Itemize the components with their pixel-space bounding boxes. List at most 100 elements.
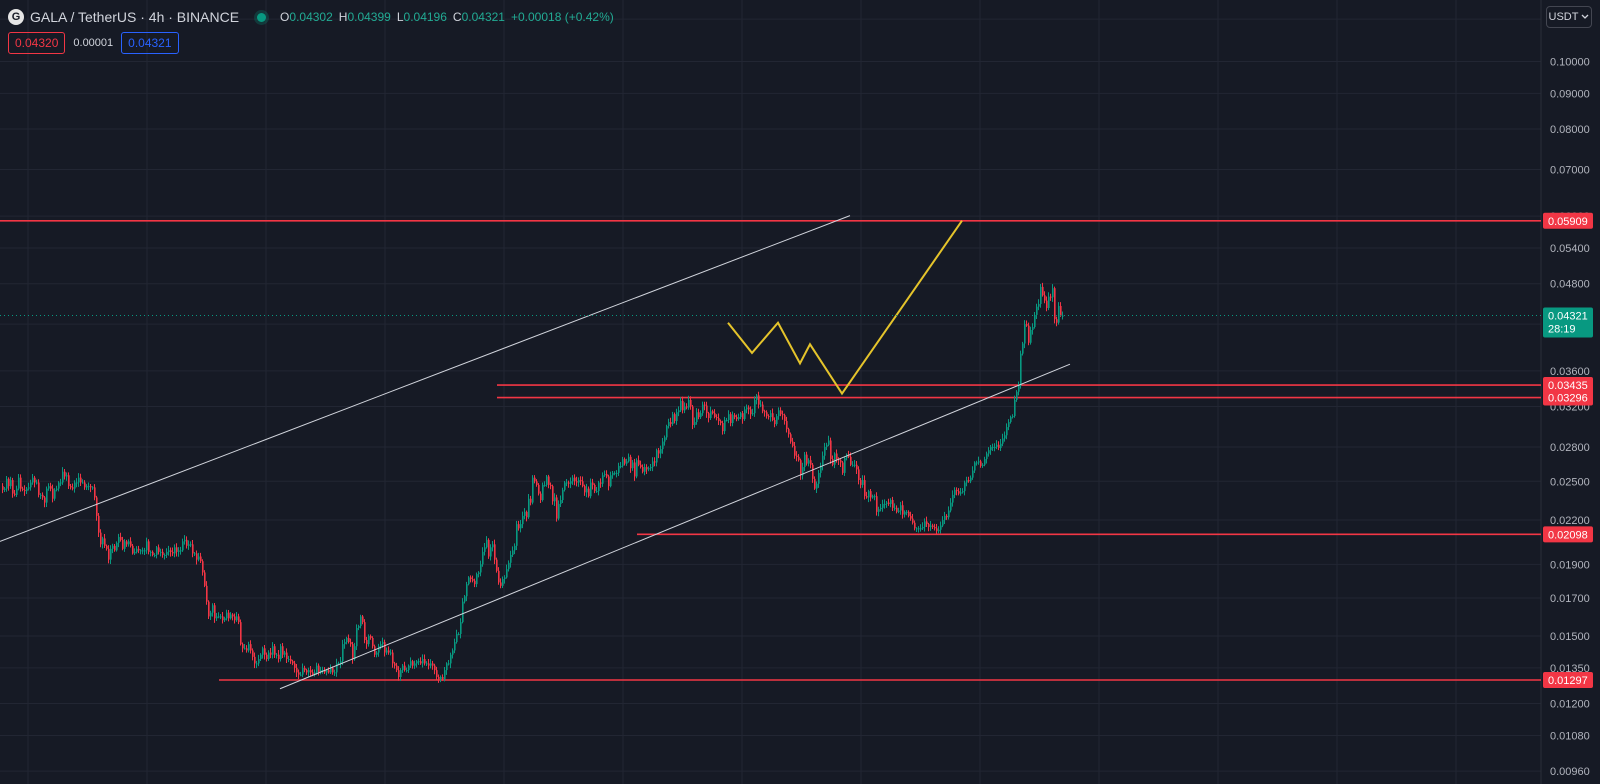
candle-body	[180, 550, 182, 552]
symbol-title[interactable]: GALA / TetherUS · 4h · BINANCE	[30, 9, 240, 25]
candle-body	[166, 551, 168, 555]
candle-body	[552, 486, 554, 502]
candle-body	[300, 674, 302, 676]
candle-body	[562, 489, 564, 501]
candle-body	[200, 556, 202, 562]
candle-body	[494, 544, 496, 560]
candle-body	[500, 582, 502, 586]
candle-body	[614, 472, 616, 474]
candle-body	[882, 503, 884, 508]
candle-body	[664, 437, 666, 442]
candle-body	[402, 665, 404, 671]
candle-body	[692, 406, 694, 426]
buy-button[interactable]: 0.04321	[121, 32, 179, 54]
candle-body	[1002, 438, 1004, 444]
candle-body	[1030, 329, 1032, 343]
trend-channel[interactable]	[0, 215, 1071, 690]
sell-button[interactable]: 0.04320	[8, 32, 66, 54]
projection-line[interactable]	[727, 220, 963, 396]
projection-path[interactable]	[727, 220, 963, 396]
candle-body	[264, 648, 266, 655]
candle-body	[328, 670, 330, 673]
candle-body	[610, 475, 612, 487]
candle-body	[1006, 427, 1008, 436]
candle-body	[20, 477, 22, 489]
candle-body	[26, 488, 28, 492]
channel-line[interactable]	[279, 363, 1071, 690]
candle-body	[938, 529, 940, 532]
candle-body	[946, 515, 948, 518]
price-axis[interactable]: 0.115000.100000.090000.080000.070000.060…	[1550, 14, 1590, 778]
candle-body	[564, 482, 566, 490]
level-price-label: 0.01297	[1548, 675, 1588, 687]
candle-body	[372, 637, 374, 647]
candle-body	[670, 422, 672, 425]
candle-body	[526, 511, 528, 518]
candle-body	[1010, 417, 1012, 423]
candle-body	[182, 541, 184, 551]
candle-body	[98, 515, 100, 533]
candle-body	[668, 422, 670, 427]
price-tick-label: 0.01500	[1550, 631, 1590, 643]
candle-body	[528, 498, 530, 518]
candle-body	[376, 652, 378, 655]
candle-body	[1032, 327, 1034, 330]
price-tick-label: 0.01200	[1550, 699, 1590, 711]
candle-body	[384, 642, 386, 653]
candle-body	[654, 461, 656, 463]
candle-body	[306, 670, 308, 673]
candle-body	[604, 474, 606, 476]
candle-body	[78, 477, 80, 483]
market-status-icon[interactable]	[257, 12, 267, 22]
channel-line[interactable]	[0, 215, 851, 542]
candle-body	[644, 467, 646, 472]
candle-body	[514, 545, 516, 551]
candle-body	[192, 544, 194, 554]
candle-body	[766, 412, 768, 417]
currency-button[interactable]: USDT	[1546, 6, 1592, 28]
candle-body	[652, 461, 654, 468]
candle-body	[112, 545, 114, 549]
candle-body	[156, 547, 158, 555]
candle-body	[820, 465, 822, 473]
candle-body	[1038, 303, 1040, 307]
candle-body	[690, 399, 692, 407]
candle-body	[304, 667, 306, 671]
candle-body	[974, 462, 976, 471]
candle-body	[110, 548, 112, 560]
candle-body	[410, 661, 412, 666]
horizontal-levels[interactable]	[0, 219, 1541, 681]
candle-body	[484, 547, 486, 552]
candle-body	[84, 482, 86, 488]
candle-body	[32, 477, 34, 483]
candle-body	[724, 420, 726, 432]
candle-body	[742, 413, 744, 420]
candle-body	[934, 526, 936, 529]
candle-body	[202, 561, 204, 573]
candle-body	[22, 488, 24, 490]
candle-body	[1022, 343, 1024, 354]
candle-body	[168, 550, 170, 552]
candle-body	[948, 510, 950, 518]
candle-body	[248, 644, 250, 651]
candle-body	[518, 524, 520, 529]
candle-body	[52, 488, 54, 499]
candle-body	[858, 469, 860, 481]
candle-body	[584, 486, 586, 493]
candle-body	[896, 507, 898, 512]
candle-body	[464, 596, 466, 602]
candle-body	[680, 400, 682, 411]
candle-body	[958, 491, 960, 494]
candle-body	[476, 574, 478, 585]
candle-body	[1062, 315, 1064, 317]
candle-body	[1018, 385, 1020, 392]
candle-body	[950, 502, 952, 511]
candle-body	[716, 417, 718, 419]
candle-body	[506, 569, 508, 578]
candle-body	[936, 528, 938, 532]
candle-body	[702, 404, 704, 414]
candle-body	[362, 616, 364, 623]
candle-body	[734, 415, 736, 418]
candle-body	[816, 483, 818, 489]
